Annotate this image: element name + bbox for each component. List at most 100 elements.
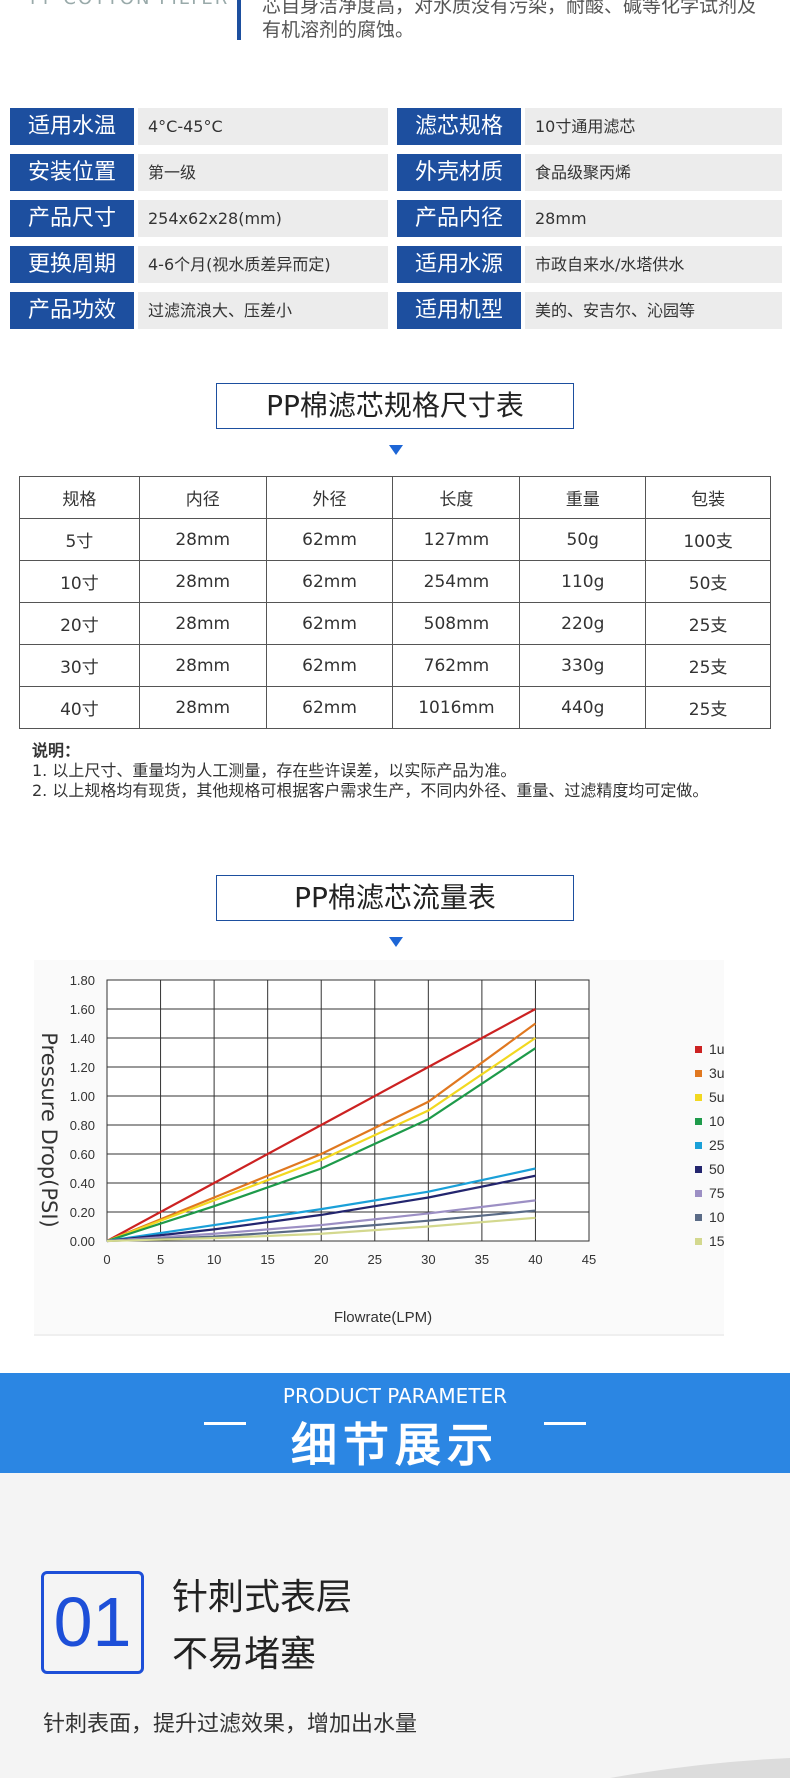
series-line-5um <box>106 1037 537 1243</box>
spec-value: 过滤流浪大、压差小 <box>138 292 388 329</box>
spec-row: 产品尺寸 254x62x28(mm) 产品内径 28mm <box>10 200 782 237</box>
notes-title: 说明： <box>32 741 81 760</box>
table-cell: 30寸 <box>19 644 140 687</box>
legend-swatch <box>695 1238 702 1245</box>
spec-label: 安装位置 <box>10 154 134 191</box>
x-tick-label: 10 <box>207 1252 221 1267</box>
table-cell: 28mm <box>138 518 267 561</box>
legend-label: 3um <box>709 1065 724 1081</box>
table-cell: 28mm <box>138 686 267 729</box>
spec-label: 产品尺寸 <box>10 200 134 237</box>
spec-value: 28mm <box>525 200 782 237</box>
intro-section: PP COTTON FILTER 芯自身洁净度高，对水质没有污染，耐酸、碱等化学… <box>0 0 790 60</box>
table-cell: 440g <box>519 686 647 729</box>
series-line-150um <box>106 1216 536 1243</box>
x-tick-label: 15 <box>260 1252 274 1267</box>
band-right-dash <box>544 1422 586 1425</box>
table-cell: 110g <box>519 560 647 603</box>
table-cell: 25支 <box>645 644 771 687</box>
table-cell: 20寸 <box>19 602 140 645</box>
spec-label: 适用水源 <box>397 246 521 283</box>
spec-value: 美的、安吉尔、沁园等 <box>525 292 782 329</box>
y-tick-label: 1.60 <box>70 1002 95 1017</box>
detail-title-line1: 针刺式表层 <box>172 1577 353 1618</box>
spec-label: 滤芯规格 <box>397 108 521 145</box>
table-cell: 508mm <box>392 602 521 645</box>
table-cell: 28mm <box>138 644 267 687</box>
band-english-title: PRODUCT PARAMETER <box>282 1384 508 1408</box>
legend-label: 10um <box>709 1113 724 1129</box>
table-cell: 28mm <box>138 602 267 645</box>
series-line-50um <box>106 1174 536 1243</box>
spec-value: 食品级聚丙烯 <box>525 154 782 191</box>
table-cell: 100支 <box>645 518 771 561</box>
spec-value: 市政自来水/水塔供水 <box>525 246 782 283</box>
table-header-row: 规格 内径 外径 长度 重量 包装 <box>19 476 771 519</box>
spec-label: 适用机型 <box>397 292 521 329</box>
y-tick-label: 0.80 <box>70 1118 95 1133</box>
series-line-75um <box>106 1199 536 1243</box>
size-table: 规格 内径 外径 长度 重量 包装 5寸 28mm 62mm 127mm 50g… <box>19 476 771 729</box>
table-cell: 62mm <box>265 602 394 645</box>
table-cell: 762mm <box>392 644 521 687</box>
spec-value: 第一级 <box>138 154 388 191</box>
spec-label: 产品功效 <box>10 292 134 329</box>
legend-swatch <box>695 1070 702 1077</box>
x-tick-label: 25 <box>368 1252 382 1267</box>
spec-value: 4-6个月(视水质差异而定) <box>138 246 388 283</box>
table-header: 长度 <box>392 476 521 519</box>
detail-description: 针刺表面，提升过滤效果，增加出水量 <box>43 1712 418 1737</box>
spec-label: 更换周期 <box>10 246 134 283</box>
spec-value: 10寸通用滤芯 <box>525 108 782 145</box>
table-header: 规格 <box>19 476 140 519</box>
notes-item: 2. 以上规格均有现货，其他规格可根据客户需求生产，不同内外径、重量、过滤精度均… <box>32 781 709 800</box>
legend-swatch <box>695 1046 702 1053</box>
notes-item: 1. 以上尺寸、重量均为人工测量，存在些许误差，以实际产品为准。 <box>32 761 517 780</box>
table-cell: 62mm <box>265 560 394 603</box>
flow-chart: 0 5 10 15 20 25 30 35 40 45 0.00 0.20 0.40 0.60 0.80 1.… <box>34 960 724 1336</box>
x-tick-label: 5 <box>157 1252 164 1267</box>
legend-swatch <box>695 1214 702 1221</box>
legend-label: 5um <box>709 1089 724 1105</box>
intro-description: 芯自身洁净度高，对水质没有污染，耐酸、碱等化学试剂及有机溶剂的腐蚀。 <box>262 0 757 41</box>
table-cell: 50支 <box>645 560 771 603</box>
table-cell: 28mm <box>138 560 267 603</box>
y-tick-label: 1.20 <box>70 1060 95 1075</box>
series-line-3um <box>106 1022 537 1243</box>
x-axis-label: Flowrate(LPM) <box>334 1309 432 1326</box>
x-tick-label: 40 <box>528 1252 542 1267</box>
table-header: 内径 <box>138 476 267 519</box>
spec-value: 4°C-45°C <box>138 108 388 145</box>
intro-accent-bar <box>237 0 241 40</box>
table-cell: 25支 <box>645 602 771 645</box>
legend-label: 50um <box>709 1161 724 1177</box>
spec-row: 产品功效 过滤流浪大、压差小 适用机型 美的、安吉尔、沁园等 <box>10 292 782 329</box>
table-row: 30寸 28mm 62mm 762mm 330g 25支 <box>19 644 771 687</box>
detail-number-badge: 01 <box>41 1571 144 1674</box>
spec-label: 适用水温 <box>10 108 134 145</box>
section-band: PRODUCT PARAMETER 细节展示 <box>0 1373 790 1473</box>
table-cell: 10寸 <box>19 560 140 603</box>
notes-block: 说明： 1. 以上尺寸、重量均为人工测量，存在些许误差，以实际产品为准。 2. … <box>32 741 777 801</box>
y-tick-label: 1.80 <box>70 973 95 988</box>
spec-label: 外壳材质 <box>397 154 521 191</box>
table-header: 包装 <box>645 476 771 519</box>
spec-row: 适用水温 4°C-45°C 滤芯规格 10寸通用滤芯 <box>10 108 782 145</box>
x-tick-label: 35 <box>475 1252 489 1267</box>
corner-decoration <box>610 1758 790 1778</box>
spec-label: 产品内径 <box>397 200 521 237</box>
down-arrow-icon <box>389 445 403 455</box>
legend-swatch <box>695 1142 702 1149</box>
legend-label: 1um <box>709 1041 724 1057</box>
table-row: 10寸 28mm 62mm 254mm 110g 50支 <box>19 560 771 603</box>
y-tick-label: 0.00 <box>70 1234 95 1249</box>
table-header: 重量 <box>519 476 647 519</box>
table-cell: 127mm <box>392 518 521 561</box>
spec-value: 254x62x28(mm) <box>138 200 388 237</box>
table-cell: 254mm <box>392 560 521 603</box>
legend-label: 150um <box>709 1233 724 1249</box>
detail-section: 01 针刺式表层 不易堵塞 针刺表面，提升过滤效果，增加出水量 <box>0 1473 790 1778</box>
table-cell: 40寸 <box>19 686 140 729</box>
table-row: 5寸 28mm 62mm 127mm 50g 100支 <box>19 518 771 561</box>
legend-label: 75um <box>709 1185 724 1201</box>
